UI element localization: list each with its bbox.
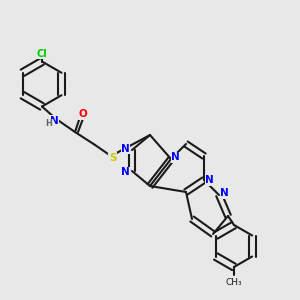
Text: Cl: Cl	[37, 49, 47, 59]
Text: N: N	[121, 144, 130, 154]
Text: O: O	[78, 109, 87, 119]
Text: CH₃: CH₃	[226, 278, 242, 287]
Text: N: N	[205, 175, 214, 185]
Text: H: H	[46, 119, 52, 128]
Text: N: N	[220, 188, 229, 199]
Text: S: S	[109, 152, 116, 163]
Text: N: N	[50, 116, 58, 126]
Text: N: N	[171, 152, 180, 163]
Text: N: N	[121, 167, 130, 177]
